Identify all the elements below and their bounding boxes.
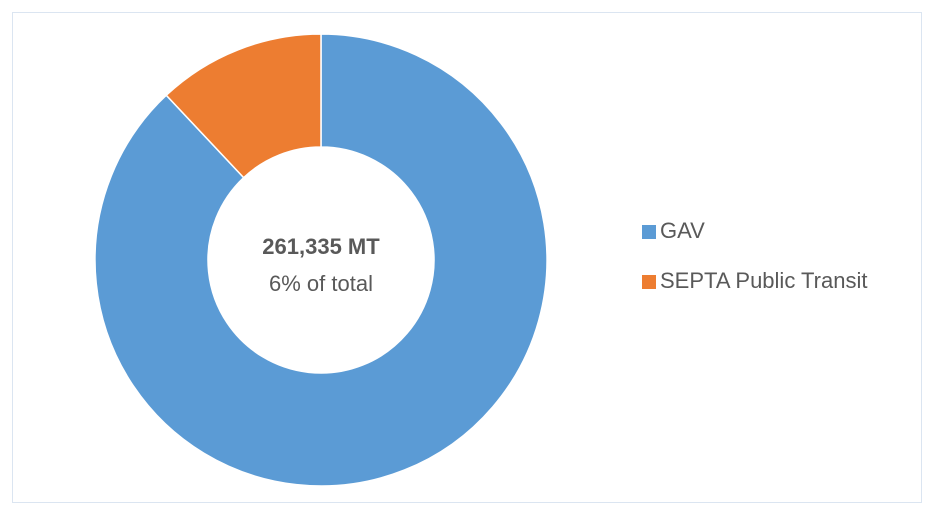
slice	[165, 33, 322, 179]
center-value: 261,335 MT	[262, 234, 380, 259]
legend-label: SEPTA Public Transit	[660, 268, 867, 293]
legend-label: GAV	[660, 218, 705, 243]
slice	[94, 33, 548, 487]
legend: GAV SEPTA Public Transit	[642, 218, 867, 293]
legend-swatch	[642, 275, 656, 289]
slices	[94, 33, 548, 487]
center-note: 6% of total	[269, 271, 373, 296]
legend-swatch	[642, 225, 656, 239]
